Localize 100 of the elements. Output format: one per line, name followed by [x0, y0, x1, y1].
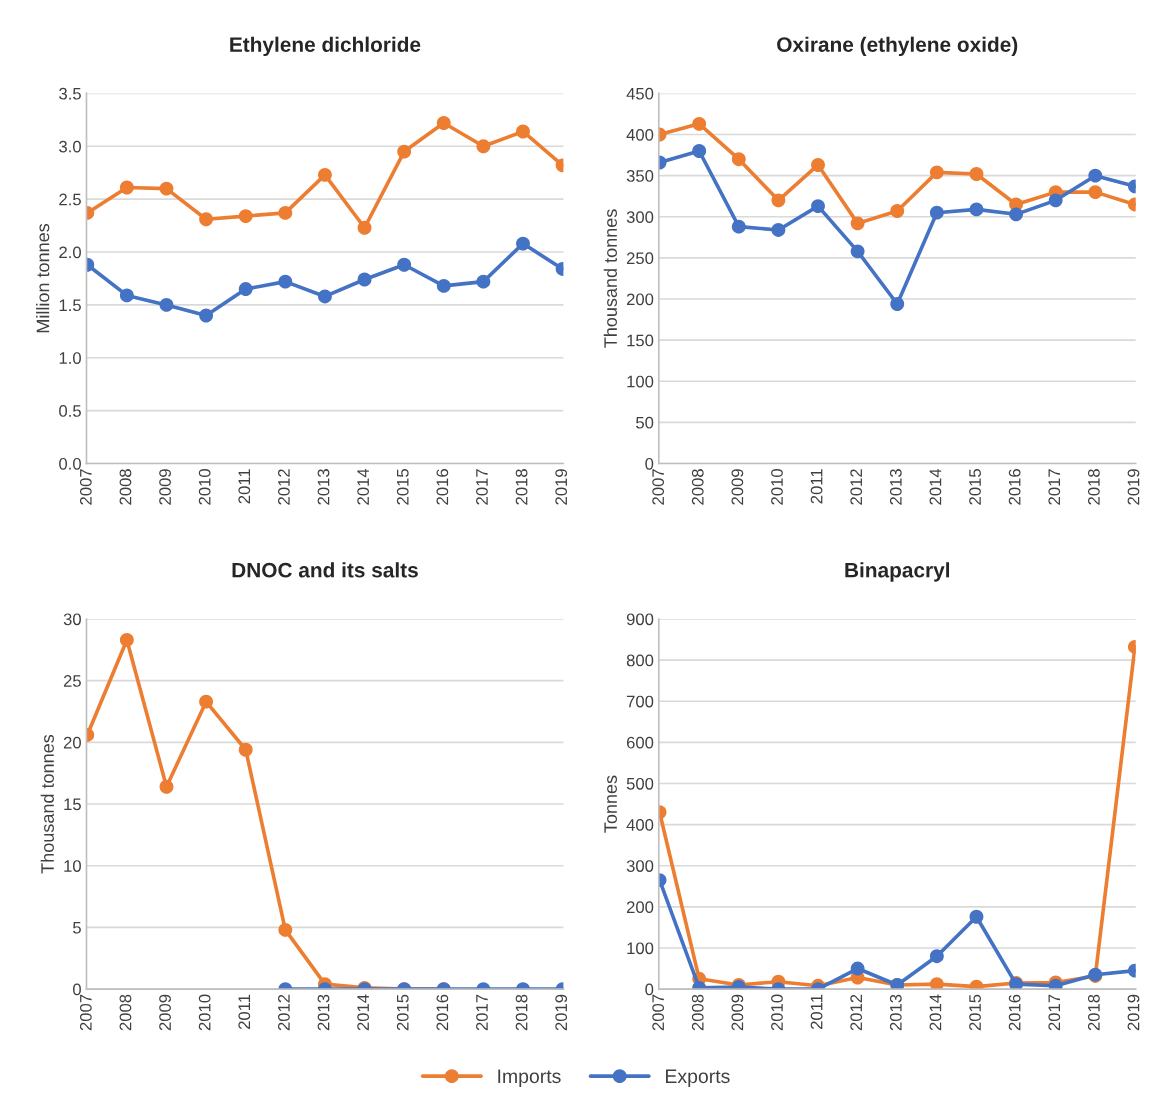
y-axis-title: Million tonnes — [36, 223, 50, 333]
x-tick-label: 2013 — [889, 469, 902, 505]
point — [159, 181, 174, 196]
point — [476, 139, 491, 154]
point — [199, 308, 214, 323]
x-tick-label: 2008 — [119, 469, 132, 505]
point — [199, 212, 214, 227]
y-tick-label: 900 — [626, 613, 654, 626]
y-tick-label: 1.5 — [59, 299, 81, 312]
y-tick-label: 200 — [626, 293, 654, 306]
point — [436, 116, 451, 130]
x-tick-label: 2012 — [850, 994, 863, 1031]
point — [238, 209, 253, 224]
x-tick-label: 2007 — [652, 994, 665, 1031]
x-tick-label: 2016 — [1008, 994, 1021, 1031]
point — [397, 144, 412, 159]
legend-label: Exports — [666, 1069, 730, 1087]
x-tick-label: 2016 — [1008, 469, 1021, 505]
y-tick-label: 450 — [626, 87, 654, 100]
point — [890, 204, 905, 218]
point — [1088, 168, 1103, 183]
y-axis-title: Tonnes — [604, 775, 617, 833]
x-tick-label: 2019 — [1127, 469, 1140, 505]
point — [692, 116, 707, 131]
point — [317, 167, 332, 182]
y-tick-label: 400 — [626, 819, 654, 831]
y-tick-label: 30 — [63, 613, 81, 626]
point — [1088, 185, 1103, 200]
chart-title: Ethylene dichloride — [230, 36, 421, 57]
x-tick-label: 2017 — [1048, 994, 1061, 1031]
y-tick-label: 2.0 — [59, 246, 81, 259]
x-tick-label: 2009 — [159, 994, 171, 1031]
point — [238, 282, 253, 296]
point — [516, 236, 530, 251]
y-tick-label: 0.0 — [59, 457, 81, 470]
x-tick-label: 2013 — [317, 469, 330, 505]
x-tick-label: 2014 — [929, 468, 942, 505]
y-tick-label: 250 — [626, 252, 654, 265]
chart-title: DNOC and its salts — [232, 562, 418, 578]
x-tick-label: 2019 — [1127, 994, 1140, 1031]
y-tick-label: 0 — [645, 983, 654, 996]
point — [278, 274, 293, 289]
y-tick-label: 2.5 — [59, 193, 81, 206]
point — [516, 124, 530, 139]
point — [159, 779, 174, 794]
x-tick-label: 2019 — [555, 994, 568, 1031]
point — [278, 205, 293, 220]
x-tick-label: 2008 — [691, 994, 704, 1031]
y-tick-label: 1.0 — [59, 352, 81, 364]
y-tick-label: 10 — [64, 860, 81, 872]
point — [850, 216, 865, 231]
x-tick-label: 2010 — [198, 994, 211, 1031]
point — [1009, 207, 1024, 222]
point — [811, 158, 825, 172]
y-tick-label: 400 — [626, 128, 654, 141]
point — [969, 167, 984, 181]
point — [771, 223, 786, 237]
x-tick-label: 2018 — [1087, 469, 1100, 505]
x-tick-label: 2012 — [278, 994, 290, 1031]
x-tick-label: 2011 — [238, 469, 251, 504]
y-tick-label: 0.5 — [59, 405, 81, 417]
point — [357, 220, 372, 235]
x-tick-label: 2007 — [652, 469, 665, 505]
x-tick-label: 2009 — [731, 994, 744, 1031]
point — [476, 274, 491, 289]
point — [850, 961, 865, 976]
x-tick-label: 2014 — [357, 468, 370, 505]
x-tick-label: 2018 — [1087, 994, 1100, 1031]
x-tick-label: 2007 — [79, 994, 92, 1031]
x-tick-label: 2010 — [771, 469, 783, 505]
point — [731, 219, 746, 234]
point — [119, 288, 134, 303]
x-tick-label: 2011 — [238, 994, 251, 1029]
point — [1048, 193, 1063, 208]
y-tick-label: 600 — [626, 736, 654, 749]
point — [397, 257, 412, 272]
x-tick-label: 2007 — [79, 469, 92, 505]
x-tick-label: 2008 — [119, 994, 132, 1031]
x-tick-label: 2010 — [198, 469, 211, 505]
y-tick-label: 20 — [63, 736, 81, 749]
x-tick-label: 2008 — [691, 469, 704, 505]
x-tick-label: 2015 — [969, 994, 981, 1031]
point — [929, 949, 944, 964]
point — [771, 193, 786, 208]
y-axis-title: Thousand tonnes — [40, 734, 54, 874]
y-tick-label: 800 — [626, 654, 654, 667]
x-tick-label: 2011 — [810, 469, 823, 504]
x-tick-label: 2010 — [771, 994, 783, 1031]
y-tick-label: 5 — [73, 921, 81, 934]
x-tick-label: 2016 — [436, 994, 449, 1031]
x-tick-label: 2012 — [850, 469, 863, 505]
y-tick-label: 300 — [626, 211, 654, 223]
x-tick-label: 2018 — [515, 994, 528, 1031]
y-tick-label: 25 — [63, 675, 81, 687]
x-tick-label: 2015 — [969, 469, 981, 505]
y-tick-label: 3.5 — [59, 87, 81, 100]
y-tick-label: 100 — [627, 942, 654, 955]
y-tick-label: 350 — [626, 170, 654, 182]
point — [929, 977, 944, 990]
point — [199, 694, 214, 709]
